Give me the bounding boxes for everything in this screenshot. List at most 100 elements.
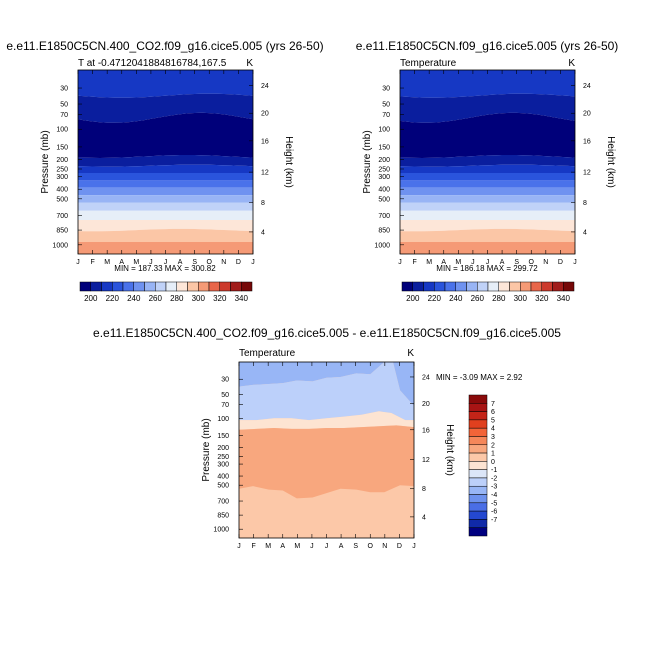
y-tick-label: 300 — [56, 174, 68, 181]
y-right-tick-label: 4 — [583, 229, 587, 236]
x-tick-label: D — [558, 259, 563, 266]
colorbar-label: 5 — [491, 417, 495, 424]
colorbar-label: 220 — [106, 294, 120, 303]
y-right-tick-label: 8 — [422, 486, 426, 493]
contour-band — [239, 362, 414, 421]
colorbar-swatch — [468, 477, 488, 487]
x-tick-label: N — [543, 259, 548, 266]
x-tick-label: A — [280, 543, 285, 550]
y-tick-label: 200 — [56, 157, 68, 164]
contour-fill — [78, 70, 253, 254]
contour-band — [78, 173, 253, 181]
y-tick-label: 300 — [217, 462, 229, 469]
contour-band — [78, 187, 253, 196]
contour-band — [400, 210, 575, 220]
colorbar-swatch — [434, 281, 446, 292]
colorbar-swatch — [541, 281, 553, 292]
panel-1-subtitle-left: T at -0.4712041884816784,167.5 — [78, 58, 227, 69]
x-tick-label: J — [164, 259, 168, 266]
x-tick-label: D — [397, 543, 402, 550]
y-tick-label: 70 — [382, 112, 390, 119]
y-tick-label: 850 — [378, 228, 390, 235]
contour-band — [400, 173, 575, 181]
panel-2-minmax: MIN = 186.18 MAX = 299.72 — [436, 264, 538, 273]
colorbar-swatch — [468, 444, 488, 454]
colorbar-swatch — [155, 281, 167, 292]
y-tick-label: 700 — [56, 213, 68, 220]
contour-band — [78, 202, 253, 211]
x-tick-label: J — [325, 543, 329, 550]
y-right-axis-label: Height (km) — [283, 136, 294, 188]
colorbar-swatch — [468, 436, 488, 446]
colorbar-swatch — [468, 403, 488, 412]
x-tick-label: J — [237, 543, 241, 550]
x-tick-label: M — [294, 543, 300, 550]
colorbar-swatch — [423, 281, 435, 292]
y-axis-label: Pressure (mb) — [201, 418, 212, 481]
colorbar-label: -7 — [491, 517, 497, 524]
x-tick-label: J — [149, 259, 153, 266]
y-right-tick-label: 12 — [422, 457, 430, 464]
colorbar-swatch — [79, 281, 91, 292]
panel-1-colorbar: 200 220 240 260 280 300 320 340 — [79, 281, 253, 303]
colorbar-swatch — [133, 281, 145, 292]
contour-band — [78, 228, 253, 242]
y-tick-label: 400 — [56, 187, 68, 194]
y-tick-label: 70 — [221, 402, 229, 409]
y-tick-label: 1000 — [374, 242, 390, 249]
x-tick-label: J — [76, 259, 80, 266]
y-tick-label: 50 — [382, 102, 390, 109]
colorbar-label: 0 — [491, 459, 495, 466]
y-tick-label: 500 — [56, 196, 68, 203]
y-right-tick-label: 20 — [583, 111, 591, 118]
colorbar-swatch — [468, 394, 488, 404]
colorbar-swatch — [477, 281, 489, 292]
colorbar-swatch — [563, 281, 575, 292]
colorbar-swatch — [466, 281, 478, 292]
contour-band — [400, 220, 575, 232]
colorbar-swatch — [509, 281, 521, 292]
y-tick-label: 500 — [378, 196, 390, 203]
panel-1-subtitle-right: K — [246, 58, 253, 69]
y-tick-label: 1000 — [213, 527, 229, 534]
panel-2-title: e.e11.E1850C5CN.f09_g16.cice5.005 (yrs 2… — [356, 39, 619, 53]
y-tick-label: 150 — [56, 144, 68, 151]
colorbar-swatch — [165, 281, 177, 292]
x-tick-label: M — [265, 543, 271, 550]
colorbar-swatch — [176, 281, 188, 292]
x-tick-label: A — [119, 259, 124, 266]
y-right-tick-label: 24 — [422, 374, 430, 381]
x-tick-label: N — [221, 259, 226, 266]
contour-band — [400, 180, 575, 188]
contour-band — [78, 210, 253, 220]
colorbar-label: -1 — [491, 467, 497, 474]
colorbar-swatch — [468, 452, 488, 462]
panel-3-subtitle-right: K — [407, 348, 414, 359]
y-right-tick-label: 20 — [261, 111, 269, 118]
contour-fill — [400, 70, 575, 254]
colorbar-label: 280 — [492, 294, 506, 303]
y-right-tick-label: 16 — [422, 427, 430, 434]
y-right-tick-label: 8 — [261, 200, 265, 207]
x-tick-label: F — [90, 259, 94, 266]
x-tick-label: J — [310, 543, 314, 550]
colorbar-swatch — [144, 281, 156, 292]
contour-fill — [239, 362, 414, 538]
contour-band — [78, 180, 253, 188]
x-tick-label: M — [455, 259, 461, 266]
x-tick-label: M — [104, 259, 110, 266]
y-tick-label: 400 — [217, 474, 229, 481]
contour-band — [78, 220, 253, 232]
contour-band — [78, 93, 253, 123]
colorbar-swatch — [530, 281, 542, 292]
y-right-tick-label: 12 — [261, 170, 269, 177]
x-tick-label: O — [207, 259, 213, 266]
y-tick-label: 50 — [60, 102, 68, 109]
y-right-tick-label: 20 — [422, 401, 430, 408]
x-tick-label: M — [426, 259, 432, 266]
colorbar-label: 320 — [535, 294, 549, 303]
colorbar-swatch — [230, 281, 242, 292]
colorbar-swatch — [468, 494, 488, 504]
